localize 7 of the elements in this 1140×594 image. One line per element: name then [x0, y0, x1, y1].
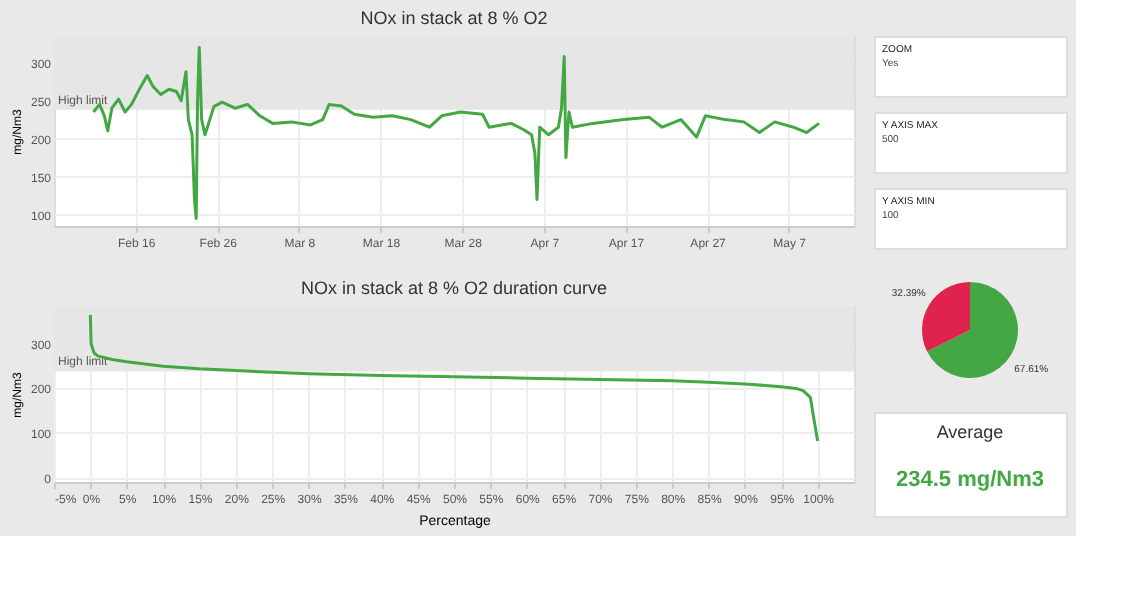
chart-title: NOx in stack at 8 % O2 duration curve — [300, 278, 608, 298]
chart-title: NOx in stack at 8 % O2 — [360, 8, 548, 28]
text: 234.5 mg/Nm3 — [896, 467, 1044, 492]
pie-slice — [927, 282, 1018, 378]
pie-slice — [922, 282, 970, 352]
line-series — [88, 313, 820, 443]
text: Average — [936, 422, 1004, 442]
